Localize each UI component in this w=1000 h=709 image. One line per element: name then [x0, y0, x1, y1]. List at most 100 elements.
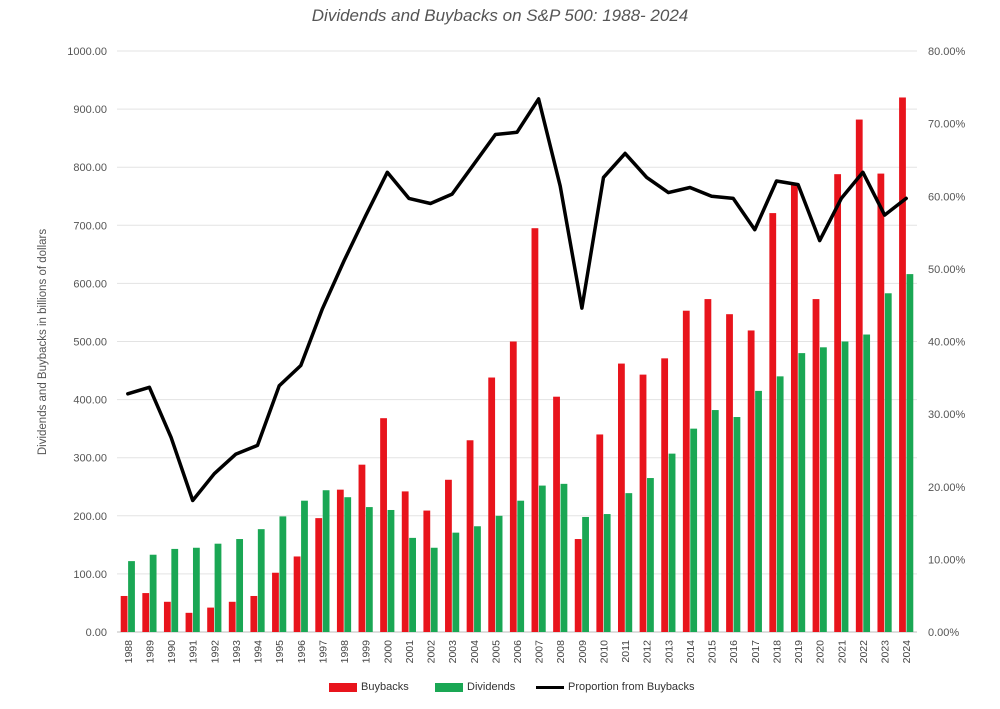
bar-dividends-1991 — [192, 547, 200, 632]
line-proportion-from-buybacks — [126, 97, 908, 503]
bar-dividends-2007 — [538, 485, 546, 632]
y-tick-label: 600.00 — [73, 278, 107, 290]
bar-buybacks-1988 — [120, 595, 128, 632]
bar-dividends-2003 — [452, 532, 460, 632]
y-tick-label: 700.00 — [73, 220, 107, 232]
bar-dividends-2005 — [495, 515, 503, 632]
y2-tick-label: 0.00% — [928, 627, 959, 639]
x-tick-label: 2007 — [534, 640, 546, 664]
y-tick-label: 500.00 — [73, 337, 107, 349]
bar-dividends-1990 — [171, 548, 179, 632]
bar-dividends-2017 — [755, 390, 762, 632]
bar-dividends-2024 — [906, 274, 914, 632]
tick-labels: 0.00 100.00 200.00 300.00 400.00 500.00 600.00… — [67, 46, 965, 663]
bar-dividends-2018 — [776, 376, 784, 632]
bar-buybacks-1995 — [272, 572, 279, 632]
bar-buybacks-1997 — [315, 518, 323, 632]
y2-tick-label: 50.00% — [928, 264, 966, 276]
bar-dividends-1995 — [279, 516, 287, 632]
bar-buybacks-1994 — [250, 595, 258, 632]
bar-buybacks-2003 — [445, 479, 452, 632]
y2-tick-label: 10.00% — [928, 554, 966, 566]
bar-buybacks-1993 — [228, 601, 236, 632]
bar-dividends-2008 — [560, 483, 568, 632]
y2-tick-label: 60.00% — [928, 191, 966, 203]
x-tick-label: 1992 — [209, 640, 221, 664]
y2-tick-label: 80.00% — [928, 46, 966, 58]
bar-buybacks-2015 — [704, 299, 712, 632]
bar-buybacks-2001 — [401, 491, 409, 632]
y-tick-label: 400.00 — [73, 395, 107, 407]
bar-buybacks-2009 — [574, 539, 582, 632]
bar-buybacks-2006 — [509, 341, 517, 632]
y2-tick-label: 20.00% — [928, 482, 966, 494]
bar-dividends-2012 — [647, 478, 654, 632]
bar-dividends-2002 — [430, 547, 438, 632]
x-tick-label: 2021 — [836, 640, 848, 664]
bar-dividends-1988 — [128, 561, 135, 632]
y-tick-label: 0.00 — [86, 627, 107, 639]
x-tick-label: 1998 — [339, 640, 351, 664]
x-tick-label: 1991 — [188, 640, 200, 664]
bar-dividends-2001 — [409, 537, 416, 632]
x-tick-label: 2017 — [750, 640, 762, 664]
x-tick-label: 2001 — [404, 640, 416, 664]
x-tick-label: 1997 — [317, 640, 329, 664]
bar-buybacks-2008 — [553, 396, 560, 632]
bar-dividends-1992 — [214, 543, 222, 632]
y-tick-label: 300.00 — [73, 453, 107, 465]
bar-dividends-2014 — [690, 428, 698, 632]
bar-buybacks-2004 — [466, 440, 474, 632]
legend-label-dividends: Dividends — [467, 681, 516, 693]
y-tick-label: 800.00 — [73, 162, 107, 174]
bar-buybacks-2018 — [769, 213, 777, 632]
bar-buybacks-2023 — [877, 173, 885, 632]
bar-buybacks-2002 — [423, 510, 431, 632]
bar-dividends-1998 — [344, 497, 352, 632]
x-tick-label: 1995 — [274, 640, 286, 664]
bar-buybacks-2013 — [661, 358, 669, 632]
legend-label-buybacks: Buybacks — [361, 681, 409, 693]
bar-buybacks-2010 — [596, 434, 604, 632]
gridlines — [117, 50, 917, 633]
bar-buybacks-2000 — [380, 418, 387, 632]
bar-dividends-2009 — [582, 516, 589, 632]
bar-buybacks-2019 — [790, 184, 798, 632]
line-series — [126, 97, 908, 503]
bars — [120, 97, 914, 633]
bar-buybacks-2016 — [726, 314, 733, 632]
x-tick-label: 2011 — [620, 640, 632, 663]
x-tick-label: 2005 — [490, 640, 502, 664]
bar-buybacks-1996 — [293, 556, 301, 632]
x-tick-label: 1990 — [166, 640, 178, 664]
bar-dividends-2015 — [711, 410, 719, 632]
y-tick-label: 200.00 — [73, 511, 107, 523]
x-tick-label: 1999 — [361, 640, 373, 664]
x-tick-label: 2023 — [880, 640, 892, 664]
x-tick-label: 2006 — [512, 640, 524, 664]
bar-dividends-2004 — [474, 526, 481, 632]
bar-dividends-2010 — [603, 514, 611, 632]
x-tick-label: 2003 — [447, 640, 459, 664]
x-tick-label: 2004 — [469, 640, 481, 664]
bar-dividends-1989 — [149, 554, 157, 632]
bar-buybacks-1999 — [358, 464, 366, 632]
bar-dividends-1997 — [322, 490, 330, 632]
bar-dividends-1999 — [365, 507, 373, 632]
bar-dividends-2020 — [820, 347, 827, 632]
legend-item-dividends: Dividends — [435, 681, 515, 693]
bar-dividends-2011 — [625, 493, 633, 632]
bar-buybacks-2007 — [531, 228, 539, 632]
x-tick-label: 2008 — [555, 640, 567, 664]
y-tick-label: 1000.00 — [67, 46, 107, 58]
legend-label-proportion: Proportion from Buybacks — [568, 681, 695, 693]
bar-dividends-2019 — [798, 353, 806, 632]
y-tick-label: 900.00 — [73, 104, 107, 116]
bar-dividends-2006 — [517, 500, 525, 632]
x-tick-label: 2024 — [901, 640, 913, 664]
bar-buybacks-1990 — [163, 601, 171, 632]
legend-swatch-proportion — [536, 685, 564, 689]
bar-dividends-2021 — [841, 341, 849, 632]
x-tick-label: 2020 — [815, 640, 827, 664]
bar-buybacks-2017 — [747, 330, 755, 632]
